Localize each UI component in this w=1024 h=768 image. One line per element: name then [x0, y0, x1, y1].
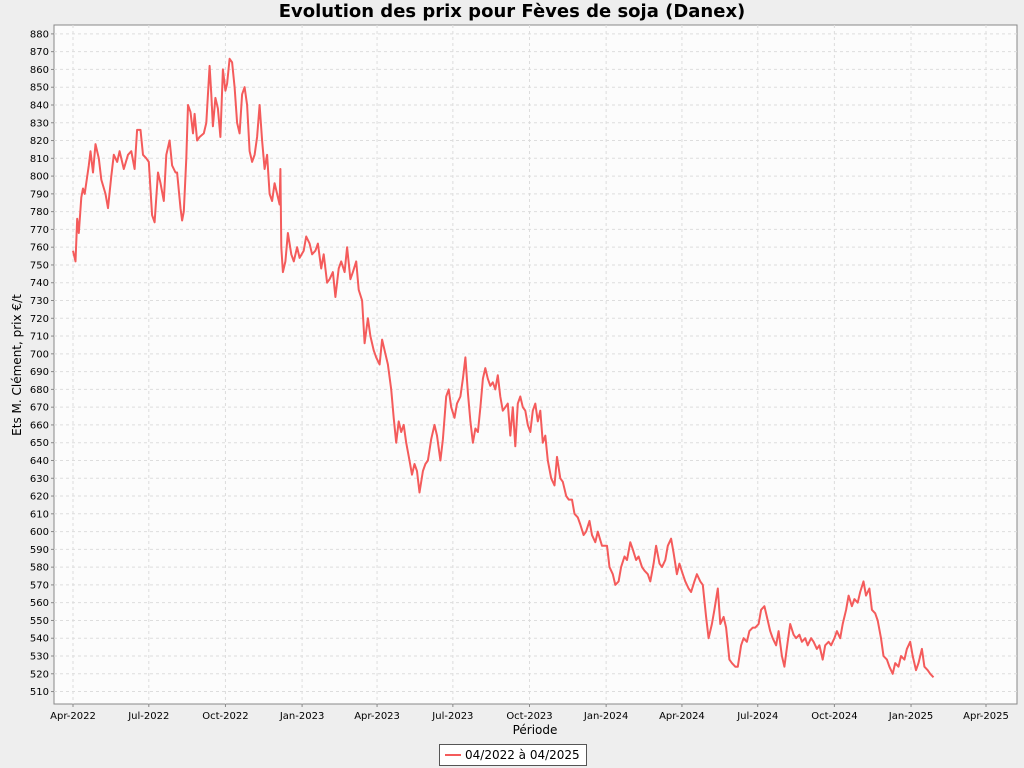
y-tick-label: 660: [30, 420, 49, 431]
y-tick-label: 870: [30, 47, 49, 58]
x-tick-label: Jan-2023: [279, 711, 324, 722]
x-tick-label: Oct-2023: [506, 711, 552, 722]
x-axis-ticks: Apr-2022 Jul-2022 Oct-2022 Jan-2023 Apr-2023…: [50, 704, 1009, 722]
y-tick-label: 620: [30, 492, 49, 503]
y-tick-label: 690: [30, 367, 49, 378]
y-tick-label: 820: [30, 136, 49, 147]
y-tick-label: 540: [30, 634, 49, 645]
x-tick-label: Oct-2022: [202, 711, 248, 722]
y-tick-label: 680: [30, 385, 49, 396]
y-tick-label: 720: [30, 314, 49, 325]
y-axis-ticks: 510 520 530 540 550 560 570 580 590 600 610 620 630 6…: [30, 29, 54, 698]
y-tick-label: 610: [30, 509, 49, 520]
x-tick-label: Jan-2025: [888, 711, 933, 722]
y-tick-label: 880: [30, 29, 49, 40]
grid-lines: [54, 25, 1017, 704]
x-tick-label: Jul-2022: [127, 711, 169, 722]
y-tick-label: 570: [30, 580, 49, 591]
y-tick-label: 510: [30, 687, 49, 698]
price-series-line: [72, 57, 935, 678]
y-tick-label: 750: [30, 260, 49, 271]
y-tick-label: 770: [30, 225, 49, 236]
y-tick-label: 860: [30, 65, 49, 76]
y-tick-label: 850: [30, 83, 49, 94]
y-tick-label: 840: [30, 100, 49, 111]
y-tick-label: 740: [30, 278, 49, 289]
x-tick-label: Jul-2024: [736, 711, 778, 722]
plot-area: [53, 24, 1018, 705]
y-tick-label: 800: [30, 172, 49, 183]
x-tick-label: Apr-2025: [963, 711, 1009, 722]
x-axis-label: Période: [513, 723, 558, 737]
y-tick-label: 550: [30, 616, 49, 627]
y-tick-label: 760: [30, 243, 49, 254]
x-tick-label: Jan-2024: [583, 711, 628, 722]
legend-label: 04/2022 à 04/2025: [465, 748, 580, 762]
y-tick-label: 650: [30, 438, 49, 449]
y-tick-label: 580: [30, 563, 49, 574]
x-tick-label: Jul-2023: [431, 711, 473, 722]
y-tick-label: 710: [30, 332, 49, 343]
y-tick-label: 790: [30, 189, 49, 200]
x-tick-label: Apr-2023: [354, 711, 400, 722]
legend: 04/2022 à 04/2025: [439, 744, 587, 766]
legend-swatch: [445, 754, 461, 756]
y-tick-label: 560: [30, 598, 49, 609]
y-tick-label: 830: [30, 118, 49, 129]
y-tick-label: 530: [30, 652, 49, 663]
x-tick-label: Apr-2022: [50, 711, 96, 722]
y-tick-label: 780: [30, 207, 49, 218]
x-tick-label: Apr-2024: [659, 711, 705, 722]
chart-title: Evolution des prix pour Fèves de soja (D…: [278, 1, 746, 22]
y-tick-label: 670: [30, 403, 49, 414]
y-tick-label: 630: [30, 474, 49, 485]
y-tick-label: 730: [30, 296, 49, 307]
y-tick-label: 700: [30, 349, 49, 360]
y-tick-label: 520: [30, 669, 49, 680]
y-axis-label: Ets M. Clément, prix €/t: [10, 294, 24, 436]
y-tick-label: 600: [30, 527, 49, 538]
y-tick-label: 590: [30, 545, 49, 556]
x-tick-label: Oct-2024: [811, 711, 857, 722]
y-tick-label: 810: [30, 154, 49, 165]
y-tick-label: 640: [30, 456, 49, 467]
